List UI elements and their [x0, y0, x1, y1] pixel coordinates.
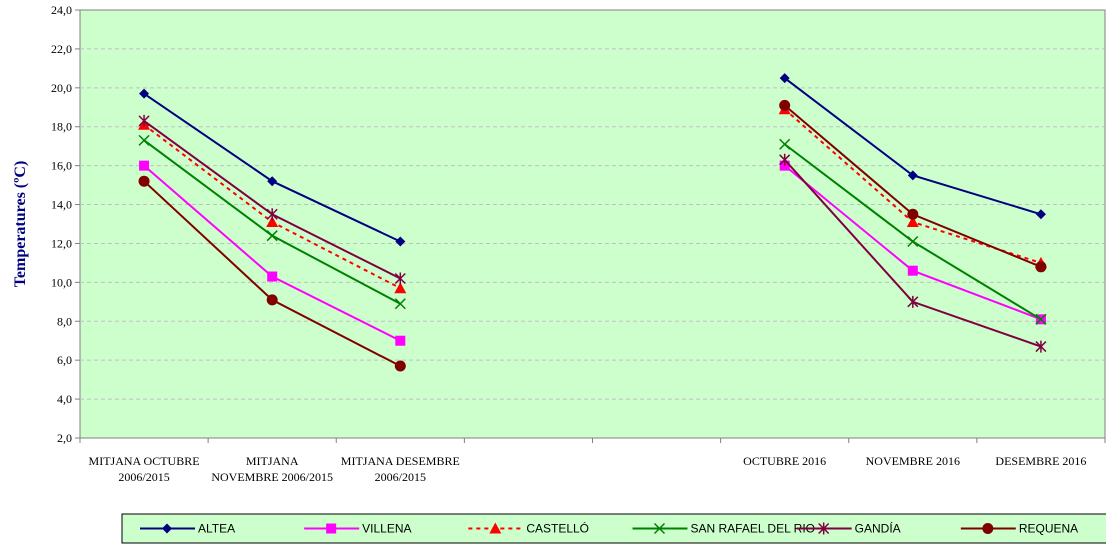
legend-box — [121, 513, 1106, 544]
y-tick-label: 8,0 — [57, 314, 72, 328]
data-point — [907, 295, 919, 308]
data-point — [653, 522, 666, 535]
x-tick-label: MITJANA — [246, 454, 299, 468]
series-san-rafael-del-rio — [138, 134, 1047, 325]
data-point — [162, 523, 172, 534]
legend-label: CASTELLÓ — [526, 521, 589, 536]
y-tick-label: 16,0 — [51, 159, 72, 173]
data-point — [907, 208, 919, 220]
series-requena — [138, 99, 1047, 372]
x-tick-label: 2006/2015 — [118, 470, 169, 484]
data-point — [266, 208, 278, 221]
data-point — [1035, 340, 1047, 353]
plot-area — [79, 9, 1106, 439]
y-tick-label: 22,0 — [51, 42, 72, 56]
data-point — [266, 294, 278, 306]
y-tick-label: 20,0 — [51, 81, 72, 95]
data-point — [779, 99, 791, 111]
y-tick-label: 10,0 — [51, 275, 72, 289]
y-tick-label: 4,0 — [57, 392, 72, 406]
data-point — [907, 235, 919, 248]
data-point — [779, 138, 791, 150]
legend-label: GANDÍA — [855, 521, 901, 536]
data-point — [394, 282, 407, 294]
axes: 2,0 4,0 6,0 8,0 10,0 12,0 14,0 16,0 18,0 20,0 22,0… — [51, 3, 1106, 484]
y-tick-label: 12,0 — [51, 236, 72, 250]
x-tick-label: NOVEMBRE 2016 — [866, 454, 960, 468]
data-point — [266, 216, 279, 228]
data-point — [394, 360, 406, 372]
data-point — [779, 153, 791, 166]
series-gand-a — [138, 114, 1047, 353]
legend: ALTEA VILLENA CASTELLÓ SAN RAFAEL DEL RIO GA… — [121, 513, 1106, 544]
x-tick-label: MITJANA OCTUBRE — [89, 454, 200, 468]
x-tick-label: DESEMBRE 2016 — [995, 454, 1086, 468]
y-tick-label: 24,0 — [51, 3, 72, 17]
x-tick-label: MITJANA DESEMBRE — [341, 454, 460, 468]
data-point — [1035, 313, 1047, 325]
data-point — [266, 230, 278, 242]
data-point — [267, 176, 278, 187]
x-tick-label: NOVEMBRE 2006/2015 — [211, 470, 333, 484]
data-point — [139, 160, 150, 171]
legend-label: VILLENA — [362, 522, 411, 536]
legend-label: REQUENA — [1019, 522, 1078, 536]
data-point — [394, 272, 406, 285]
data-point — [1035, 261, 1047, 273]
data-point — [1035, 209, 1046, 220]
x-tick-label: 2006/2015 — [375, 470, 426, 484]
series-lines — [138, 73, 1047, 372]
data-point — [818, 522, 830, 535]
data-point — [138, 114, 150, 127]
y-axis-label: Temperatures (ºC) — [12, 161, 29, 288]
data-point — [394, 298, 406, 310]
data-point — [907, 170, 918, 181]
data-point — [395, 335, 406, 346]
data-point — [138, 175, 150, 187]
series-altea — [139, 73, 1046, 247]
x-tick-label: OCTUBRE 2016 — [743, 454, 826, 468]
y-tick-label: 14,0 — [51, 198, 72, 212]
data-point — [139, 88, 150, 99]
data-point — [395, 236, 406, 247]
data-point — [907, 265, 918, 276]
y-tick-label: 2,0 — [57, 431, 72, 445]
data-point — [267, 271, 278, 282]
data-point — [982, 523, 994, 534]
data-point — [779, 73, 790, 84]
data-point — [138, 134, 150, 146]
data-point — [489, 522, 502, 534]
y-tick-label: 6,0 — [57, 353, 72, 367]
legend-label: ALTEA — [198, 522, 235, 536]
data-point — [906, 216, 919, 228]
data-point — [326, 523, 337, 534]
legend-label: SAN RAFAEL DEL RIO — [691, 522, 815, 536]
y-tick-label: 18,0 — [51, 120, 72, 134]
